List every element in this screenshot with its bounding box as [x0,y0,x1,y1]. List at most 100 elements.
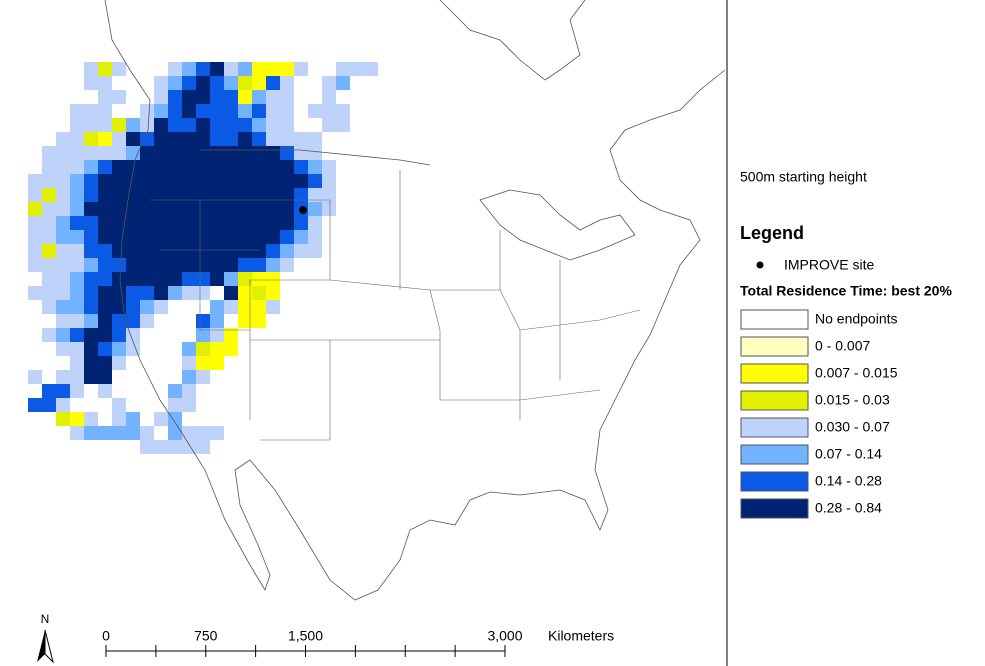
grid-cell [252,216,266,230]
grid-cell [210,202,224,216]
grid-cell [294,188,308,202]
grid-cell [182,398,196,412]
grid-cell [56,244,70,258]
grid-cell [56,412,70,426]
grid-cell [336,104,350,118]
grid-cell [84,146,98,160]
grid-cell [196,104,210,118]
grid-cell [70,118,84,132]
grid-cell [56,300,70,314]
grid-cell [238,160,252,174]
grid-cell [140,174,154,188]
grid-cell [28,174,42,188]
grid-cell [252,258,266,272]
grid-cell [70,244,84,258]
grid-cell [70,174,84,188]
grid-cell [56,258,70,272]
grid-cell [280,160,294,174]
grid-cell [42,174,56,188]
grid-cell [154,286,168,300]
grid-cell [112,216,126,230]
grid-cell [280,216,294,230]
scale-label: 0 [102,628,110,644]
grid-cell [56,160,70,174]
grid-cell [266,244,280,258]
grid-cell [238,188,252,202]
grid-cell [98,426,112,440]
grid-cell [266,202,280,216]
grid-cell [280,258,294,272]
grid-cell [238,202,252,216]
grid-cell [56,174,70,188]
grid-cell [322,174,336,188]
grid-cell [98,300,112,314]
grid-cell [182,244,196,258]
grid-cell [336,76,350,90]
grid-cell [84,356,98,370]
grid-cell [126,328,140,342]
scale-bar: 0 750 1,500 3,000 Kilometers [102,628,614,657]
grid-cell [112,146,126,160]
grid-cell [42,230,56,244]
grid-cell [112,398,126,412]
grid-cell [224,132,238,146]
grid-cell [56,132,70,146]
grid-cell [42,300,56,314]
legend-swatch [740,471,809,492]
grid-cell [238,76,252,90]
grid-cell [112,132,126,146]
grid-cell [182,286,196,300]
grid-cell [266,174,280,188]
grid-cell [112,300,126,314]
grid-cell [210,244,224,258]
grid-cell [126,426,140,440]
grid-cell [336,118,350,132]
subtitle: 500m starting height [740,169,867,185]
grid-cell [210,132,224,146]
grid-cell [98,230,112,244]
grid-cell [224,286,238,300]
grid-cell [126,216,140,230]
grid-cell [154,216,168,230]
grid-cell [168,216,182,230]
grid-cell [154,244,168,258]
grid-cell [322,160,336,174]
grid-cell [266,216,280,230]
grid-cell [238,244,252,258]
grid-cell [168,286,182,300]
grid-cell [84,188,98,202]
scale-label: 1,500 [288,628,323,644]
grid-cell [280,62,294,76]
grid-cell [154,118,168,132]
grid-cell [140,146,154,160]
grid-cell [294,216,308,230]
grid-cell [126,314,140,328]
scale-unit: Kilometers [548,628,614,644]
legend-label: 0.14 - 0.28 [815,473,882,489]
grid-cell [168,426,182,440]
grid-cell [70,104,84,118]
north-label: N [41,612,50,626]
grid-cell [84,202,98,216]
grid-cell [28,216,42,230]
grid-cell [210,300,224,314]
grid-cell [126,258,140,272]
grid-cell [280,188,294,202]
grid-cell [224,90,238,104]
grid-cell [196,174,210,188]
grid-cell [112,314,126,328]
grid-cell [238,104,252,118]
grid-cell [266,300,280,314]
grid-cell [266,160,280,174]
grid-cell [182,202,196,216]
grid-cell [294,146,308,160]
grid-cell [126,174,140,188]
grid-cell [140,202,154,216]
grid-cell [168,398,182,412]
grid-cell [70,384,84,398]
grid-cell [280,230,294,244]
grid-cell [112,202,126,216]
grid-cell [84,314,98,328]
legend-classes: No endpoints 0 - 0.007 0.007 - 0.015 0.015 … [740,309,898,519]
grid-cell [196,160,210,174]
